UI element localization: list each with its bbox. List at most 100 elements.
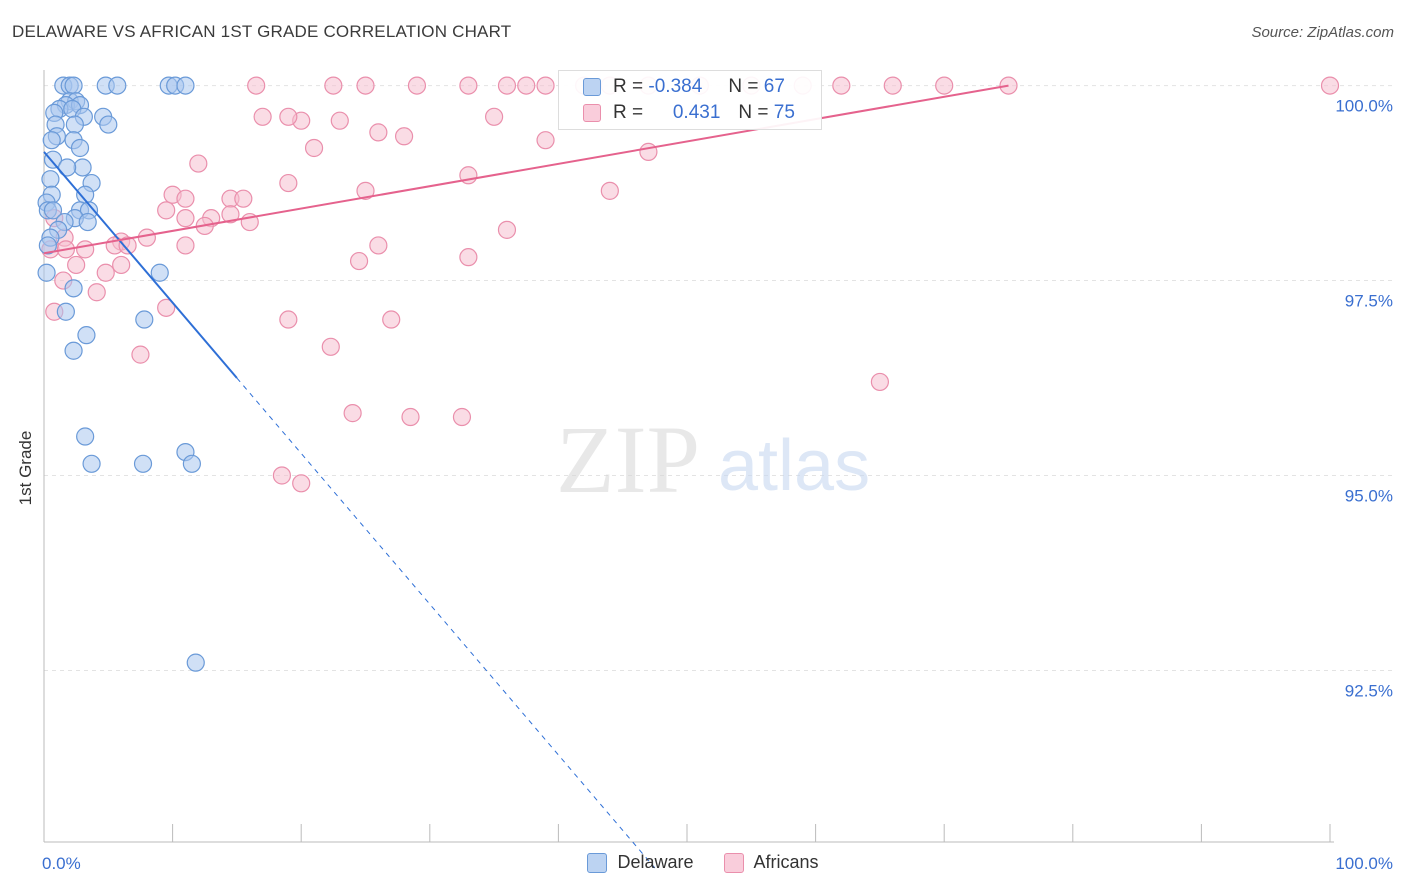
africans-point xyxy=(279,310,298,329)
africans-point xyxy=(157,298,176,317)
source-credit: Source: ZipAtlas.com xyxy=(1251,24,1394,41)
delaware-point xyxy=(176,76,195,95)
legend-row-delaware: R = -0.384 N = 67 xyxy=(583,75,785,99)
delaware-point xyxy=(65,115,84,134)
delaware-point xyxy=(43,201,63,220)
africans-point xyxy=(401,407,420,427)
africans-point xyxy=(157,201,176,220)
delaware-point xyxy=(73,158,92,177)
delaware-point xyxy=(77,326,96,345)
africans-n-value: 75 xyxy=(773,102,795,123)
delaware-point xyxy=(186,653,205,672)
delaware-r-value: -0.384 xyxy=(648,76,703,97)
africans-point xyxy=(292,474,311,493)
africans-point xyxy=(176,236,195,255)
africans-point xyxy=(639,142,658,161)
delaware-point xyxy=(42,131,61,150)
legend-r-label: R = xyxy=(613,102,644,123)
y-axis-label-wrap: 1st Grade xyxy=(6,420,46,520)
y-tick-label: 100.0% xyxy=(1335,97,1393,116)
africans-point xyxy=(459,76,478,95)
africans-point xyxy=(176,209,195,228)
africans-point xyxy=(407,76,427,95)
africans-point xyxy=(883,76,902,95)
delaware-point xyxy=(78,212,97,232)
africans-point xyxy=(369,123,388,142)
delaware-point xyxy=(64,341,83,360)
delaware-point xyxy=(82,454,101,473)
africans-point xyxy=(234,189,253,208)
africans-point xyxy=(330,111,349,130)
delaware-point xyxy=(70,138,90,158)
africans-point xyxy=(279,107,298,126)
africans-point xyxy=(76,240,95,259)
africans-point xyxy=(935,76,954,95)
delaware-trend-line xyxy=(43,151,238,379)
africans-point xyxy=(272,466,292,485)
delaware-point xyxy=(108,76,127,95)
africans-point xyxy=(112,255,131,275)
trend-lines xyxy=(43,84,1009,869)
delaware-point xyxy=(64,279,83,298)
africans-point xyxy=(356,76,375,95)
africans-point xyxy=(382,310,401,329)
delaware-trend-extension xyxy=(236,377,656,869)
y-tick-label: 97.5% xyxy=(1345,292,1393,311)
delaware-point xyxy=(58,158,77,177)
africans-point xyxy=(118,236,137,255)
africans-point xyxy=(369,236,388,255)
africans-swatch xyxy=(583,104,601,122)
africans-point xyxy=(324,76,343,95)
delaware-point xyxy=(99,115,118,134)
africans-point xyxy=(394,127,414,146)
africans-point xyxy=(67,255,86,275)
grid-lines xyxy=(44,85,1392,671)
africans-point xyxy=(247,76,266,95)
delaware-swatch xyxy=(583,78,601,96)
y-tick-label: 95.0% xyxy=(1345,486,1393,505)
africans-point xyxy=(517,76,536,95)
africans-point xyxy=(870,372,890,392)
y-axis-label: 1st Grade xyxy=(16,430,35,506)
legend-n-label: N = xyxy=(738,102,769,123)
africans-point xyxy=(1320,76,1340,95)
africans-point xyxy=(304,138,324,158)
x-tick-label: 100.0% xyxy=(1335,854,1393,873)
watermark-atlas: atlas xyxy=(718,426,870,506)
africans-point xyxy=(96,263,115,282)
africans-point xyxy=(536,131,555,150)
africans-point xyxy=(600,181,619,200)
delaware-legend-label: Delaware xyxy=(617,852,694,872)
x-tick-label: 0.0% xyxy=(42,854,81,873)
africans-point xyxy=(176,189,195,208)
africans-point xyxy=(452,407,472,427)
delaware-point xyxy=(133,454,153,473)
africans-legend-label: Africans xyxy=(753,852,819,872)
axes xyxy=(43,70,1334,843)
africans-point xyxy=(137,228,156,247)
watermark-zip: ZIP xyxy=(556,406,700,513)
delaware-point xyxy=(64,76,83,95)
delaware-point xyxy=(43,150,63,169)
stats-legend: R = -0.384 N = 67 R = 0.431 N = 75 xyxy=(558,70,822,130)
delaware-point xyxy=(182,454,201,473)
legend-row-africans: R = 0.431 N = 75 xyxy=(583,101,795,125)
africans-point xyxy=(536,76,555,95)
africans-trend-line xyxy=(43,84,1009,255)
y-tick-label: 92.5% xyxy=(1345,681,1393,700)
africans-point xyxy=(349,251,369,271)
watermark: ZIP atlas xyxy=(556,406,870,513)
x-tick-labels: 0.0% 100.0% xyxy=(42,854,1393,873)
delaware-n-value: 67 xyxy=(763,76,785,97)
legend-item-africans: Africans xyxy=(723,852,819,873)
africans-point xyxy=(356,181,375,200)
africans-point xyxy=(343,404,362,423)
chart-title: DELAWARE VS AFRICAN 1ST GRADE CORRELATIO… xyxy=(12,22,512,41)
y-tick-labels: 92.5% 95.0% 97.5% 100.0% xyxy=(1335,97,1393,701)
delaware-point xyxy=(41,170,60,189)
delaware-point xyxy=(37,263,56,282)
africans-point xyxy=(497,220,517,239)
legend-item-delaware: Delaware xyxy=(587,852,694,873)
delaware-point xyxy=(135,310,154,329)
